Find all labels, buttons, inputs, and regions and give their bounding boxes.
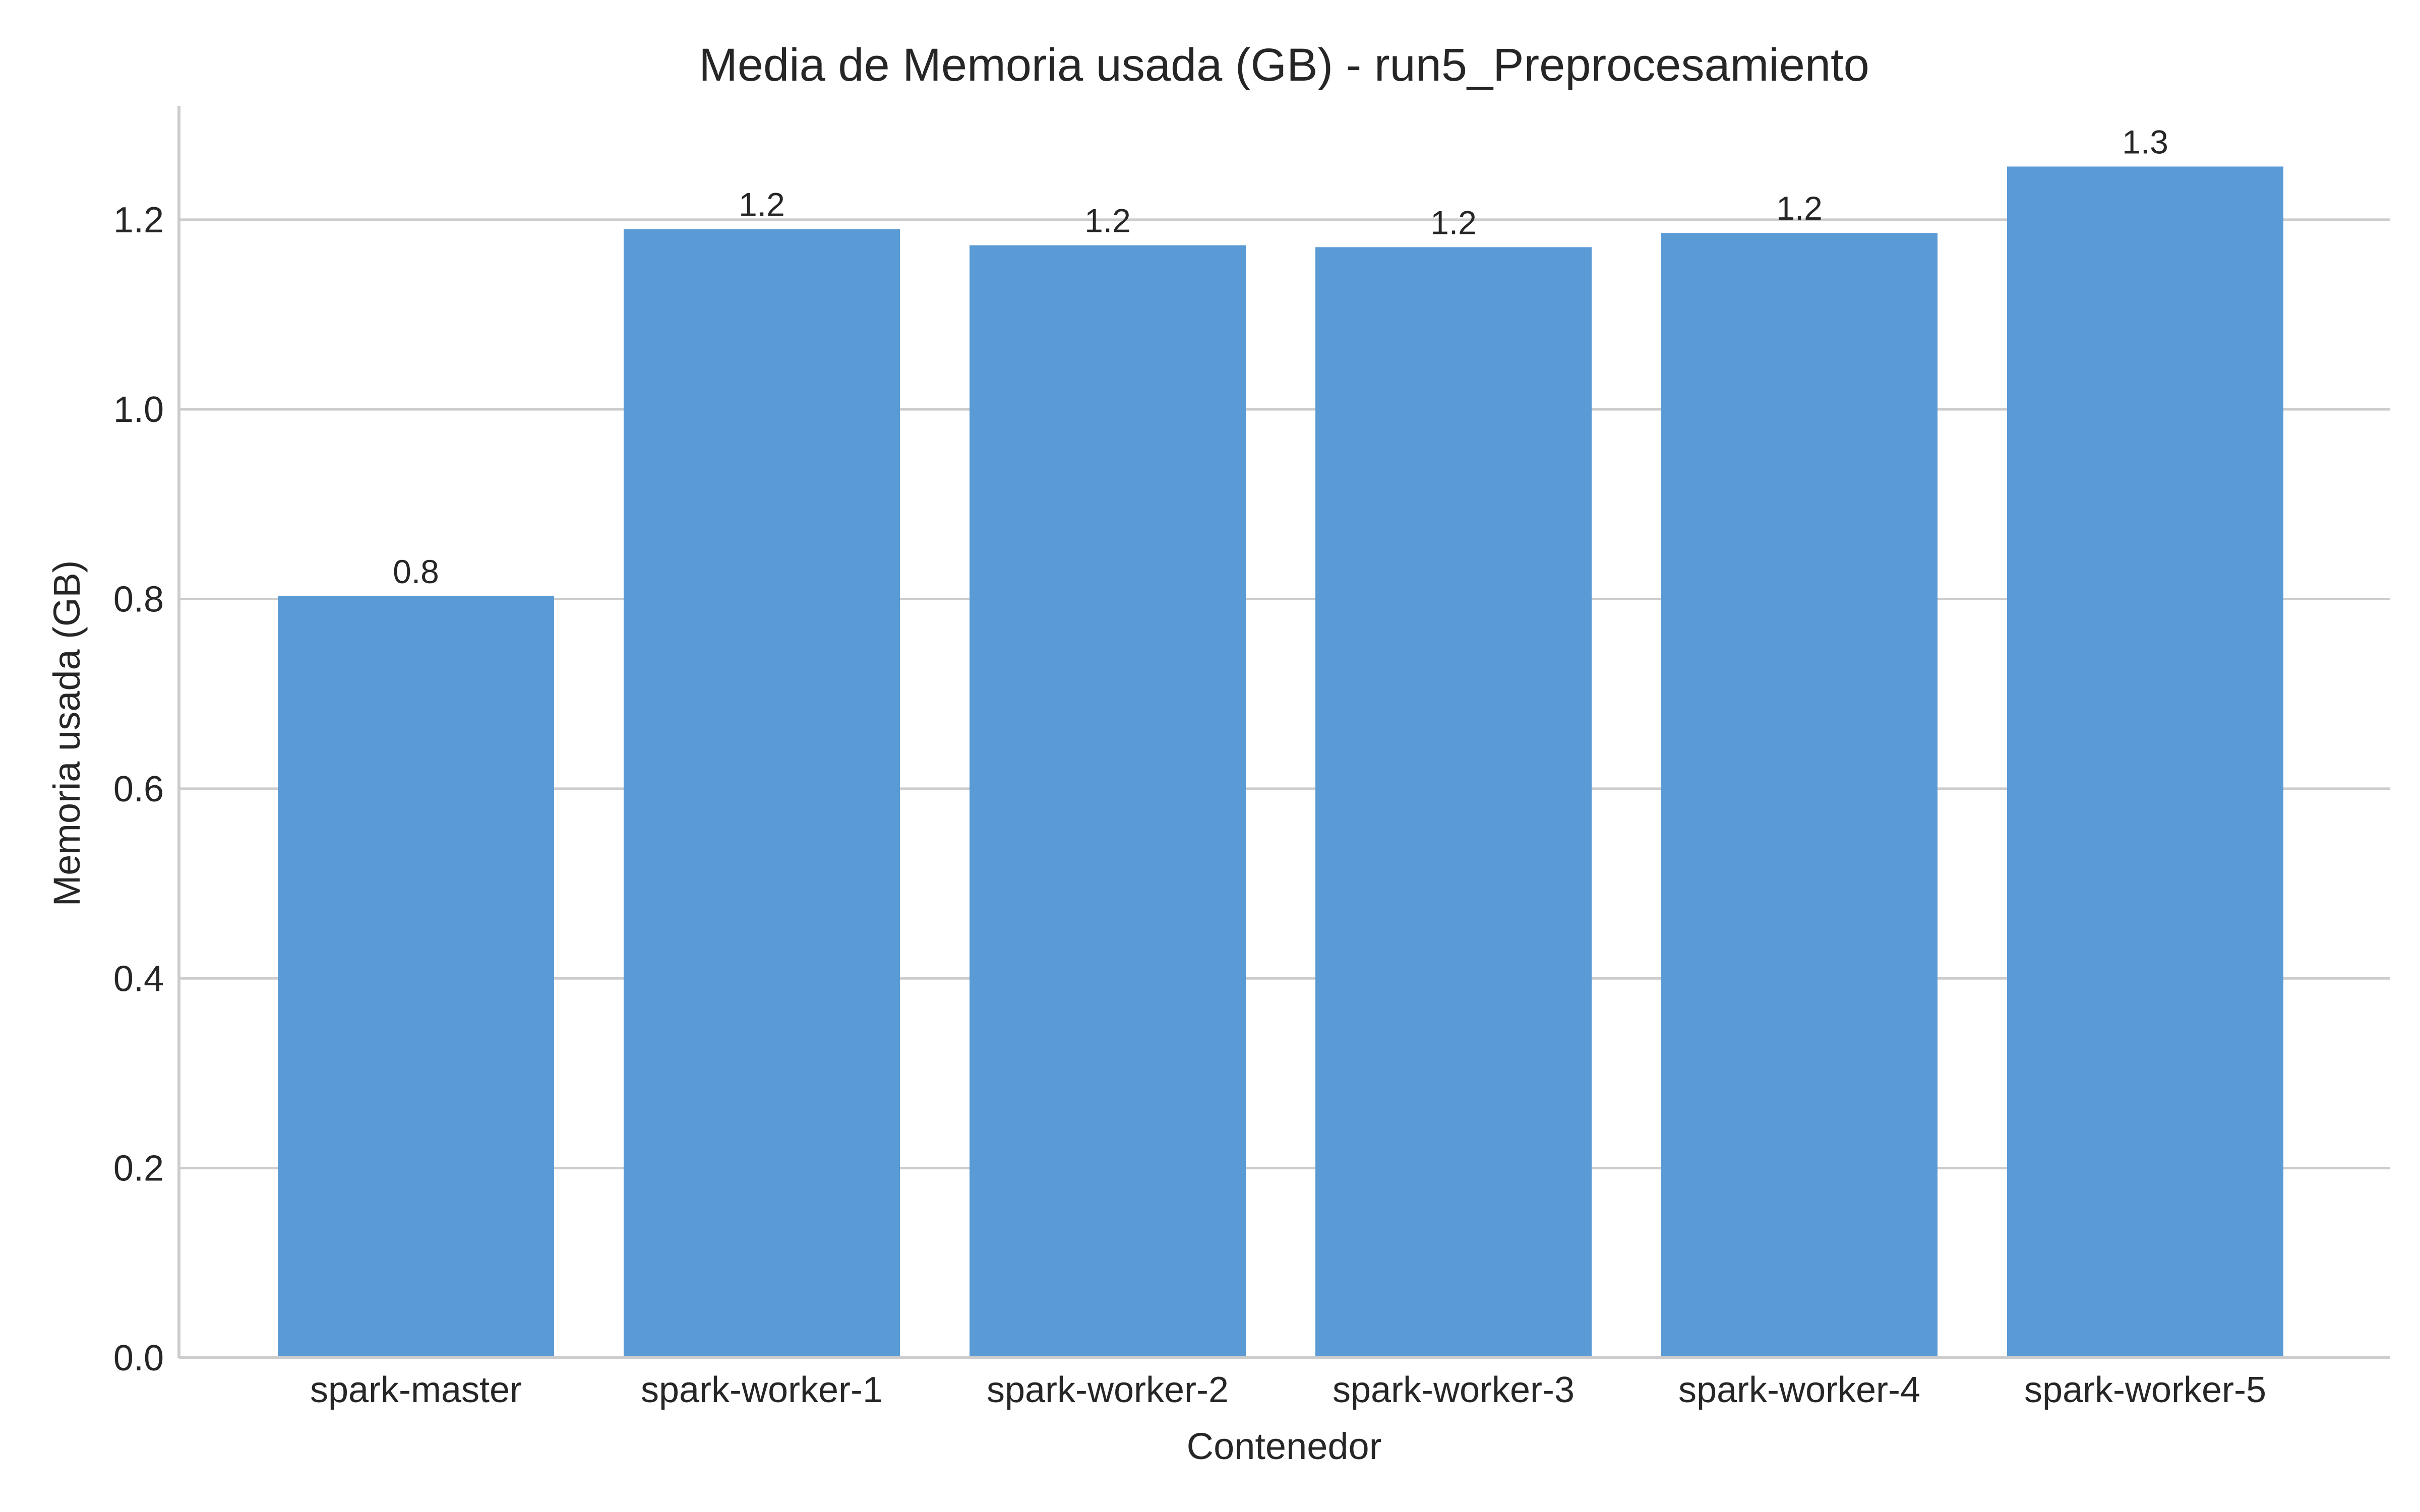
x-tick-label: spark-worker-5 <box>2024 1370 2266 1410</box>
y-tick-label: 1.2 <box>113 200 164 240</box>
data-label: 1.3 <box>2122 123 2168 160</box>
data-label: 1.2 <box>1084 202 1131 239</box>
y-axis-title: Memoria usada (GB) <box>46 560 88 907</box>
y-tick-label: 0.2 <box>113 1149 164 1189</box>
bar-spark-worker-2 <box>970 245 1246 1358</box>
x-tick-label: spark-worker-4 <box>1678 1370 1920 1410</box>
bar-spark-worker-5 <box>2007 166 2283 1358</box>
data-label: 1.2 <box>1776 190 1823 227</box>
x-tick-label: spark-master <box>310 1370 522 1410</box>
axes <box>177 106 2390 1359</box>
y-tick-labels: 0.0 0.2 0.4 0.6 0.8 1.0 1.2 <box>113 200 164 1378</box>
data-label: 0.8 <box>393 553 439 590</box>
data-label: 1.2 <box>739 186 785 223</box>
x-tick-label: spark-worker-3 <box>1333 1370 1575 1410</box>
x-axis-title: Contenedor <box>1187 1425 1382 1467</box>
chart-title: Media de Memoria usada (GB) - run5_Prepr… <box>699 39 1869 91</box>
bar-spark-worker-3 <box>1315 247 1592 1358</box>
data-labels: 0.8 1.2 1.2 1.2 1.2 1.3 <box>393 123 2168 590</box>
bar-spark-worker-4 <box>1661 233 1938 1358</box>
bars <box>278 166 2283 1358</box>
x-tick-labels: spark-master spark-worker-1 spark-worker-2… <box>310 1370 2266 1410</box>
y-tick-label: 0.0 <box>113 1338 164 1378</box>
y-tick-label: 1.0 <box>113 390 164 430</box>
y-tick-label: 0.4 <box>113 959 164 999</box>
y-tick-label: 0.8 <box>113 580 164 620</box>
x-tick-label: spark-worker-1 <box>641 1370 883 1410</box>
data-label: 1.2 <box>1430 204 1477 241</box>
bar-spark-master <box>278 596 554 1358</box>
y-tick-label: 0.6 <box>113 769 164 809</box>
x-tick-label: spark-worker-2 <box>987 1370 1229 1410</box>
bar-spark-worker-1 <box>624 229 900 1358</box>
